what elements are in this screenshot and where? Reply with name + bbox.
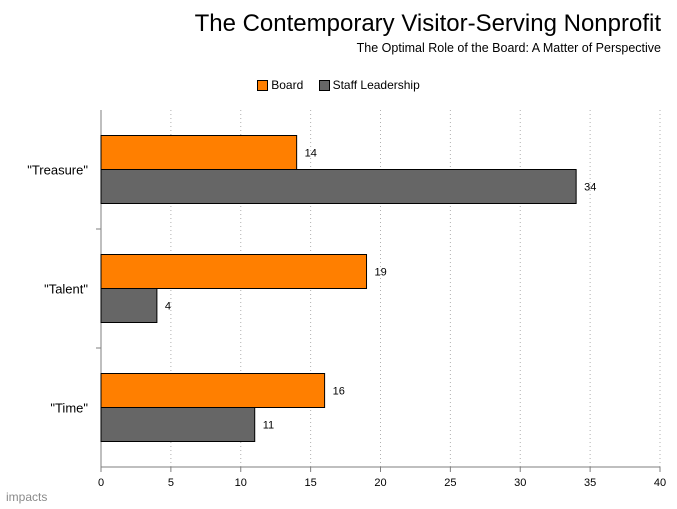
legend-item-staff: Staff Leadership [318, 78, 420, 92]
data-label-1-0: 34 [584, 182, 596, 194]
bar-1-2 [100, 407, 256, 442]
bar-0-1 [100, 254, 368, 289]
legend: Board Staff Leadership [0, 78, 677, 94]
impacts-logo: impacts [6, 490, 47, 504]
category-label-0: "Treasure" [27, 163, 88, 178]
category-label-1: "Talent" [44, 282, 88, 297]
bar-0-2 [100, 373, 326, 408]
bar-0-0 [100, 135, 298, 170]
legend-item-board: Board [257, 78, 303, 92]
data-label-0-0: 14 [305, 148, 317, 160]
x-tick-label-4: 20 [374, 477, 386, 489]
x-tick-label-8: 40 [654, 477, 666, 489]
legend-label-staff: Staff Leadership [332, 78, 420, 92]
legend-label-board: Board [271, 78, 304, 92]
bar-1-0 [100, 169, 577, 204]
x-tick-label-5: 25 [444, 477, 456, 489]
x-tick-label-0: 0 [98, 477, 104, 489]
logo-text: impacts [6, 490, 48, 504]
bar-1-1 [100, 288, 158, 323]
chart-subtitle: The Optimal Role of the Board: A Matter … [356, 41, 661, 55]
x-tick-label-1: 5 [168, 477, 174, 489]
x-tick-label-3: 15 [305, 477, 317, 489]
x-tick-label-7: 35 [584, 477, 596, 489]
chart-title: The Contemporary Visitor-Serving Nonprof… [194, 10, 661, 37]
data-label-1-2: 11 [263, 420, 274, 432]
data-label-0-1: 19 [375, 267, 387, 279]
data-label-0-2: 16 [333, 386, 345, 398]
x-tick-label-6: 30 [514, 477, 526, 489]
legend-swatch-staff [318, 79, 330, 91]
data-label-1-1: 4 [165, 301, 171, 313]
legend-swatch-board [257, 79, 269, 91]
category-label-2: "Time" [50, 401, 88, 416]
x-tick-label-2: 10 [235, 477, 247, 489]
